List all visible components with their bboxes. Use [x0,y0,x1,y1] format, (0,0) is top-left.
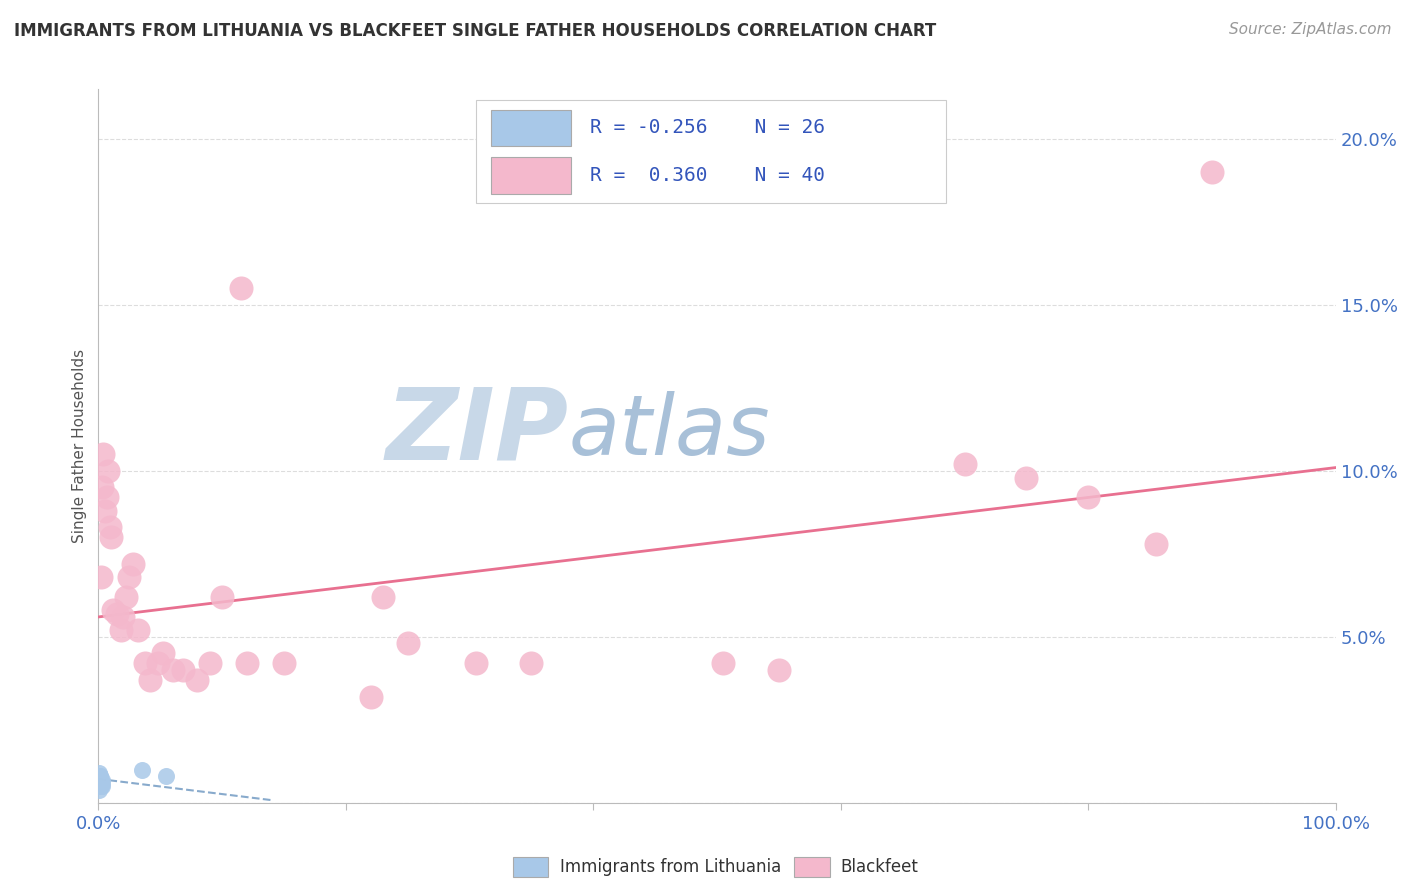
Point [90,779,112,793]
Bar [491,110,571,146]
Text: ZIP: ZIP [385,384,568,480]
Point [127,624,149,638]
Point [93,504,115,518]
Point [273,657,295,671]
Point [186,673,208,687]
Point [198,657,221,671]
Point [229,281,252,295]
Point [89,776,111,790]
Point [87,782,110,797]
Bar [491,157,571,194]
Point [89,779,111,793]
Point [91,776,114,790]
Text: R =  0.360    N = 40: R = 0.360 N = 40 [589,166,825,185]
Point [89,772,111,787]
Y-axis label: Single Father Households: Single Father Households [72,349,87,543]
Point [105,607,128,621]
Text: atlas: atlas [568,392,770,472]
Point [89,776,111,790]
Point [139,673,162,687]
Text: Blackfeet: Blackfeet [841,858,918,876]
Point [118,570,141,584]
Point [768,663,790,677]
Point [211,590,233,604]
Point [1201,165,1223,179]
Point [162,663,184,677]
Point [236,657,259,671]
Point [89,766,111,780]
Point [122,557,145,571]
Point [110,624,132,638]
Point [90,772,112,787]
Point [87,779,110,793]
Point [96,491,118,505]
Point [89,779,111,793]
Text: Immigrants from Lithuania: Immigrants from Lithuania [560,858,780,876]
Point [89,776,111,790]
Point [87,772,110,787]
Point [112,610,135,624]
Point [98,520,121,534]
Point [103,603,125,617]
Point [114,590,136,604]
FancyBboxPatch shape [475,100,946,203]
Point [91,481,114,495]
Point [91,779,114,793]
Point [1015,470,1038,484]
Point [152,647,174,661]
Point [155,769,177,783]
Point [100,530,122,544]
Point [953,457,976,471]
Point [520,657,543,671]
Point [89,776,111,790]
Point [172,663,194,677]
Point [89,769,111,783]
Point [90,776,112,790]
Point [89,769,111,783]
Point [89,772,111,787]
Point [87,769,110,783]
Point [371,590,394,604]
Point [711,657,734,671]
Point [87,779,110,793]
Point [146,657,169,671]
Point [90,570,112,584]
Point [90,772,112,787]
Point [89,779,111,793]
Text: R = -0.256    N = 26: R = -0.256 N = 26 [589,119,825,137]
Text: Source: ZipAtlas.com: Source: ZipAtlas.com [1229,22,1392,37]
Point [396,636,419,650]
Point [87,776,110,790]
Text: IMMIGRANTS FROM LITHUANIA VS BLACKFEET SINGLE FATHER HOUSEHOLDS CORRELATION CHAR: IMMIGRANTS FROM LITHUANIA VS BLACKFEET S… [14,22,936,40]
Point [1144,537,1167,551]
Point [360,690,382,704]
Point [1077,491,1099,505]
Point [131,763,153,777]
Point [464,657,486,671]
Point [134,657,156,671]
Point [97,464,120,478]
Point [93,447,115,461]
